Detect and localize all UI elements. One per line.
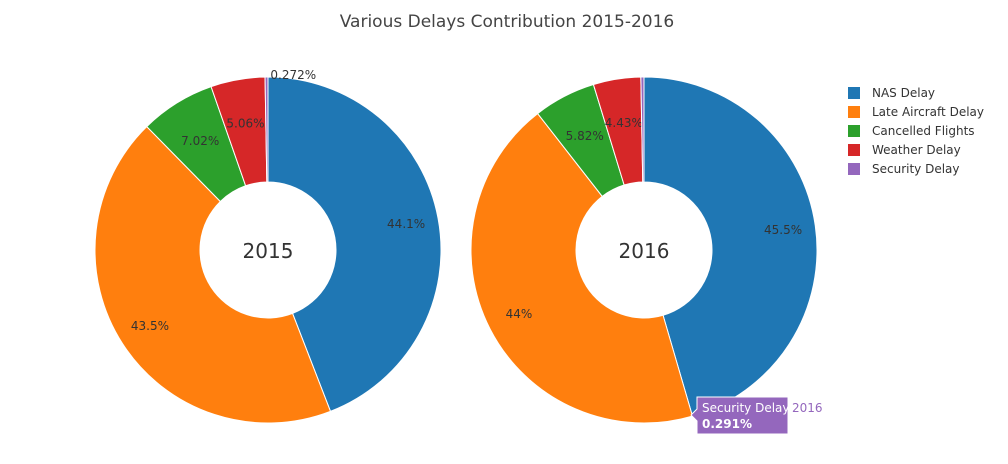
chart-title: Various Delays Contribution 2015-2016 xyxy=(340,12,675,32)
pct-label-2015-weather-delay: 5.06% xyxy=(226,116,264,130)
pct-label-2016-weather-delay: 4.43% xyxy=(605,116,643,130)
slice-2016-late-aircraft-delay[interactable] xyxy=(470,112,694,424)
pct-label-2015-late-aircraft-delay: 43.5% xyxy=(131,319,169,333)
pct-label-2015-nas-delay: 44.1% xyxy=(387,217,425,231)
pct-label-2015-security-delay: 0.272% xyxy=(270,68,316,82)
legend-swatch-cancelled-flights xyxy=(848,125,860,137)
legend-swatch-security-delay xyxy=(848,163,860,175)
legend-swatch-nas-delay xyxy=(848,87,860,99)
legend-item-cancelled-flights[interactable]: Cancelled Flights xyxy=(848,124,975,138)
hover-tooltip: Security Delay 0.291% 2016 xyxy=(690,396,823,435)
legend-label-late-aircraft-delay: Late Aircraft Delay xyxy=(872,105,984,119)
legend: NAS Delay Late Aircraft Delay Cancelled Fl… xyxy=(848,86,984,176)
legend-swatch-late-aircraft-delay xyxy=(848,106,860,118)
center-label-2016: 2016 xyxy=(619,239,670,263)
legend-label-cancelled-flights: Cancelled Flights xyxy=(872,124,975,138)
slice-2015-nas-delay[interactable] xyxy=(267,76,442,412)
legend-item-security-delay[interactable]: Security Delay xyxy=(848,162,960,176)
donut-2016: 45.5% 44% 5.82%4.43% 2016 xyxy=(470,76,818,424)
legend-item-late-aircraft-delay[interactable]: Late Aircraft Delay xyxy=(848,105,984,119)
donut-2015: 44.1% 43.5% 7.02% 5.06% 0.272% 2015 xyxy=(94,68,442,424)
tooltip-value: 0.291% xyxy=(702,417,752,431)
pct-label-2015-cancelled-flights: 7.02% xyxy=(181,134,219,148)
legend-label-weather-delay: Weather Delay xyxy=(872,143,961,157)
legend-label-nas-delay: NAS Delay xyxy=(872,86,935,100)
pct-label-2016-cancelled-flights: 5.82% xyxy=(566,129,604,143)
tooltip-box xyxy=(690,396,789,435)
legend-item-nas-delay[interactable]: NAS Delay xyxy=(848,86,935,100)
pct-label-2016-nas-delay: 45.5% xyxy=(764,223,802,237)
tooltip-category: Security Delay xyxy=(702,401,790,415)
tooltip-series-name: 2016 xyxy=(792,401,823,415)
center-label-2015: 2015 xyxy=(243,239,294,263)
slice-2015-late-aircraft-delay[interactable] xyxy=(94,125,332,424)
legend-label-security-delay: Security Delay xyxy=(872,162,960,176)
pct-label-2016-late-aircraft-delay: 44% xyxy=(506,307,533,321)
legend-item-weather-delay[interactable]: Weather Delay xyxy=(848,143,961,157)
slice-2016-nas-delay[interactable] xyxy=(643,76,818,417)
slice-2015-security-delay[interactable] xyxy=(264,76,269,183)
legend-swatch-weather-delay xyxy=(848,144,860,156)
pie-charts: 44.1% 43.5% 7.02% 5.06% 0.272% 2015 45.5% 44% 5.… xyxy=(94,68,818,424)
slice-2016-security-delay[interactable] xyxy=(640,76,645,183)
